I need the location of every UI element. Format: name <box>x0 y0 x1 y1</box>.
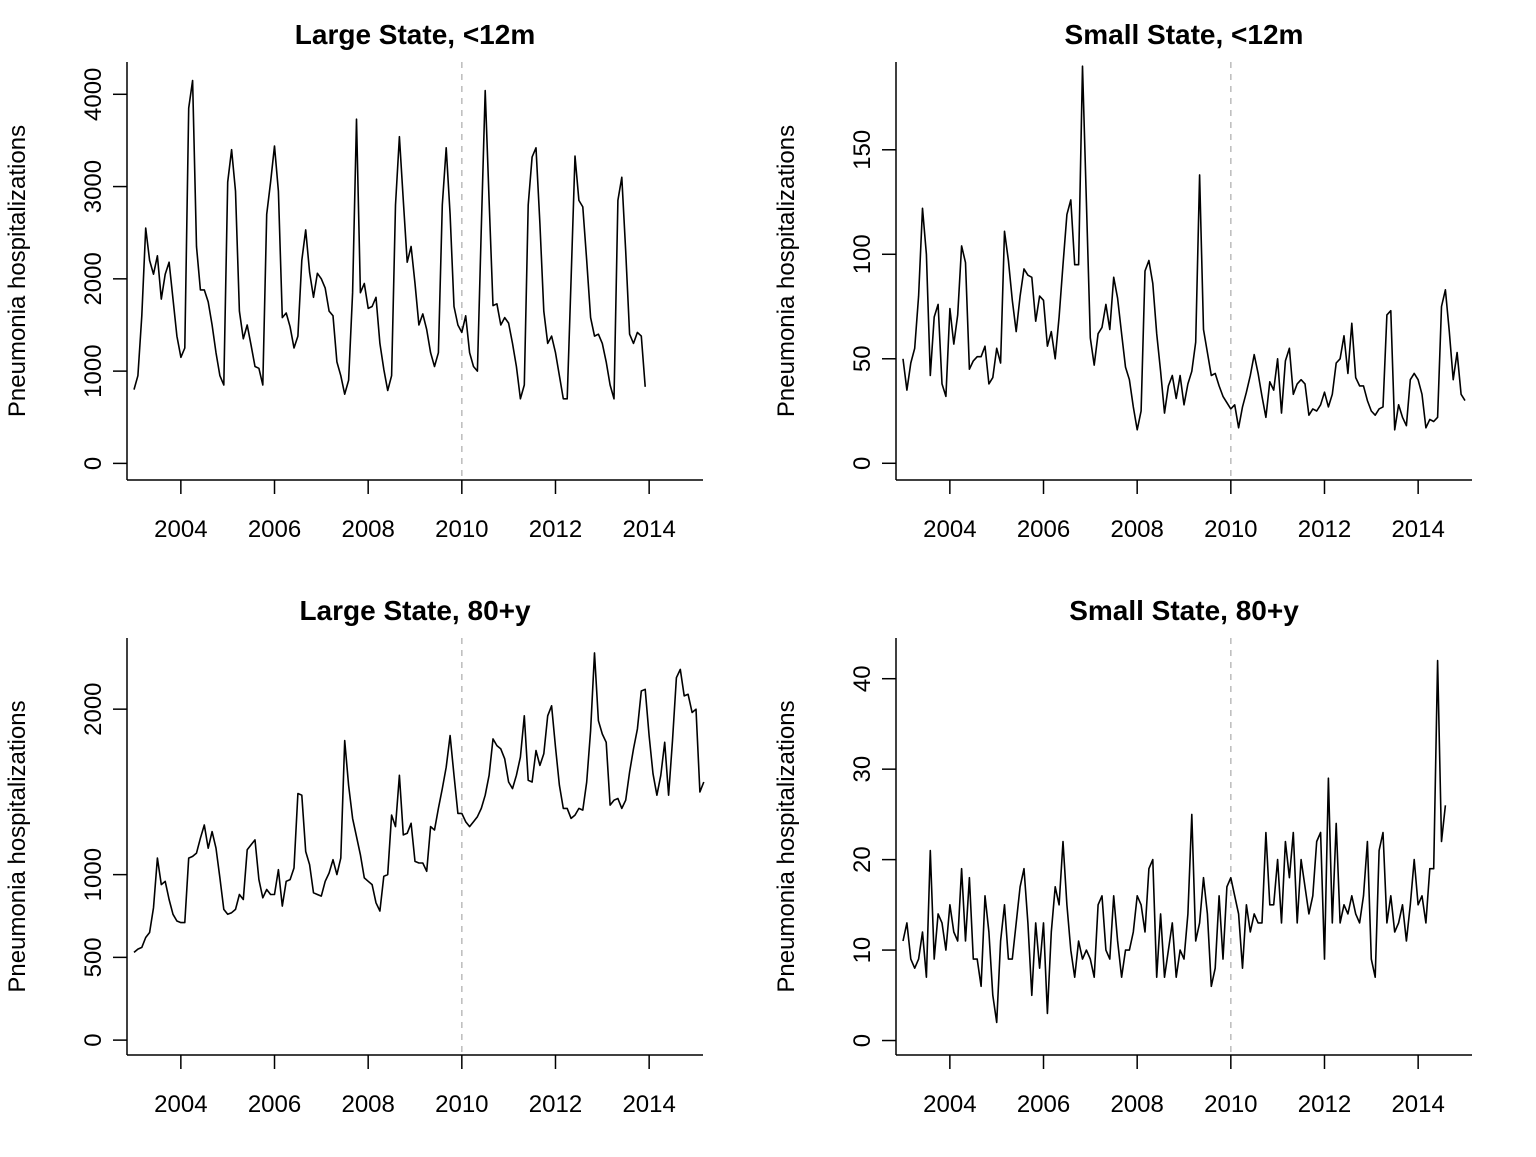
x-tick-label: 2010 <box>435 516 488 543</box>
chart-panel-1: Large State, <12m 0 1000 2000 3000 4000 2004 20… <box>4 19 703 543</box>
y-tick-label: 40 <box>849 665 876 692</box>
x-tick-label: 2004 <box>923 1091 976 1118</box>
x-tick-label: 2014 <box>622 516 675 543</box>
y-tick-label: 500 <box>80 937 107 977</box>
y-axis-label: Pneumonia hospitalizations <box>773 125 800 417</box>
x-tick-label: 2008 <box>341 516 394 543</box>
x-tick-label: 2004 <box>154 516 207 543</box>
x-tick-label: 2004 <box>154 1091 207 1118</box>
y-tick-label: 1000 <box>80 344 107 397</box>
y-tick-label: 10 <box>849 937 876 964</box>
x-tick-label: 2010 <box>435 1091 488 1118</box>
x-tick-label: 2012 <box>1298 516 1351 543</box>
y-axis-label: Pneumonia hospitalizations <box>773 700 800 992</box>
x-tick-label: 2014 <box>622 1091 675 1118</box>
chart-panel-4: Small State, 80+y 0 10 20 30 40 2004 2006 2008 20… <box>773 595 1472 1118</box>
y-tick-label: 50 <box>849 345 876 372</box>
y-tick-label: 3000 <box>80 160 107 213</box>
y-tick-label: 150 <box>849 130 876 170</box>
y-axis-label: Pneumonia hospitalizations <box>4 125 31 417</box>
y-tick-label: 4000 <box>80 68 107 121</box>
chart-title: Large State, <12m <box>295 19 535 50</box>
series-line <box>133 652 705 954</box>
x-tick-label: 2012 <box>529 1091 582 1118</box>
y-axis-label: Pneumonia hospitalizations <box>4 700 31 992</box>
x-tick-label: 2008 <box>1110 1091 1163 1118</box>
x-tick-label: 2006 <box>1017 516 1070 543</box>
y-tick-label: 0 <box>849 1034 876 1047</box>
y-tick-label: 0 <box>80 1033 107 1046</box>
x-tick-label: 2014 <box>1391 516 1444 543</box>
x-tick-label: 2006 <box>248 1091 301 1118</box>
x-tick-label: 2012 <box>529 516 582 543</box>
y-tick-label: 1000 <box>80 848 107 901</box>
y-tick-label: 100 <box>849 234 876 274</box>
y-tick-label: 0 <box>80 457 107 470</box>
y-tick-label: 2000 <box>80 252 107 305</box>
series-line <box>902 65 1466 431</box>
y-tick-label: 20 <box>849 846 876 873</box>
x-tick-label: 2014 <box>1391 1091 1444 1118</box>
x-tick-label: 2012 <box>1298 1091 1351 1118</box>
x-tick-label: 2010 <box>1204 1091 1257 1118</box>
chart-title: Large State, 80+y <box>299 595 531 626</box>
series-line <box>902 659 1447 1024</box>
x-tick-label: 2004 <box>923 516 976 543</box>
chart-title: Small State, 80+y <box>1069 595 1299 626</box>
chart-panel-2: Small State, <12m 0 50 100 150 2004 2006 2008 20… <box>773 19 1472 543</box>
y-tick-label: 30 <box>849 756 876 783</box>
x-tick-label: 2008 <box>1110 516 1163 543</box>
x-tick-label: 2010 <box>1204 516 1257 543</box>
x-tick-label: 2006 <box>248 516 301 543</box>
chart-title: Small State, <12m <box>1065 19 1304 50</box>
y-tick-label: 0 <box>849 457 876 470</box>
chart-panel-3: Large State, 80+y 0 500 1000 2000 2004 2006 200… <box>4 595 705 1118</box>
x-tick-label: 2006 <box>1017 1091 1070 1118</box>
series-line <box>133 79 646 400</box>
x-tick-label: 2008 <box>341 1091 394 1118</box>
y-tick-label: 2000 <box>80 682 107 735</box>
